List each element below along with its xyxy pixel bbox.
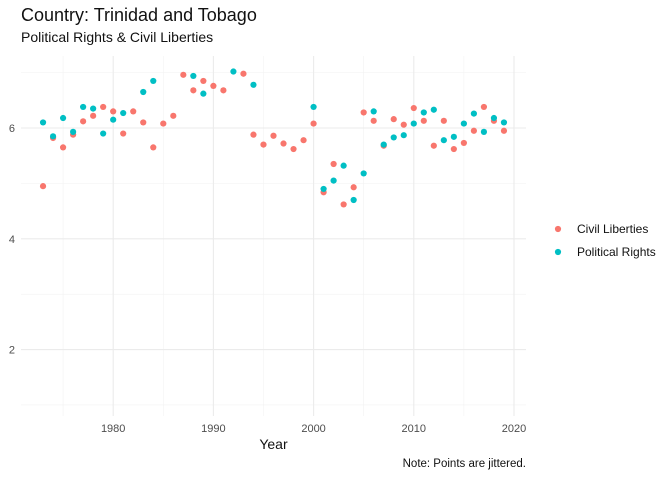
y-tick-label: 2 [9, 345, 15, 357]
point-political-rights [480, 128, 488, 135]
x-tick-label: 2020 [502, 423, 526, 435]
x-tick-label: 2000 [301, 423, 325, 435]
point-political-rights [390, 134, 397, 141]
point-civil-liberties [90, 112, 97, 119]
point-political-rights [70, 128, 77, 135]
point-civil-liberties [310, 120, 317, 127]
point-civil-liberties [470, 127, 477, 134]
point-civil-liberties [290, 145, 297, 153]
point-civil-liberties [160, 120, 167, 127]
point-political-rights [49, 133, 57, 140]
point-political-rights [150, 77, 157, 85]
point-civil-liberties [460, 139, 467, 147]
point-civil-liberties [240, 70, 247, 77]
point-political-rights [340, 162, 347, 169]
point-civil-liberties [220, 87, 227, 94]
legend-key-civil-liberties [554, 225, 562, 233]
point-political-rights [250, 81, 257, 88]
point-civil-liberties [100, 103, 107, 111]
data-points [39, 68, 508, 208]
point-civil-liberties [430, 142, 437, 149]
point-civil-liberties [400, 121, 407, 128]
point-political-rights [370, 108, 377, 115]
x-axis-label: Year [259, 436, 288, 452]
point-civil-liberties [440, 117, 447, 124]
point-political-rights [460, 120, 467, 127]
point-political-rights [200, 90, 207, 97]
point-civil-liberties [210, 82, 217, 90]
point-civil-liberties [120, 130, 127, 137]
point-civil-liberties [450, 145, 457, 153]
point-political-rights [110, 116, 117, 123]
x-tick-label: 2010 [402, 423, 426, 435]
point-civil-liberties [180, 71, 187, 78]
point-civil-liberties [280, 140, 287, 147]
point-political-rights [450, 133, 457, 140]
point-political-rights [440, 137, 447, 144]
legend: Civil Liberties Political Rights [554, 222, 656, 259]
point-civil-liberties [330, 160, 337, 168]
point-civil-liberties [410, 104, 417, 112]
point-political-rights [140, 88, 147, 96]
point-civil-liberties [300, 137, 307, 144]
axis-ticks: 1980 1990 2000 2010 2020 2 4 6 [9, 123, 526, 435]
chart-title: Country: Trinidad and Tobago [21, 5, 257, 25]
point-civil-liberties [130, 108, 137, 115]
point-political-rights [400, 132, 407, 139]
chart-caption: Note: Points are jittered. [402, 458, 526, 470]
y-tick-label: 4 [9, 234, 15, 246]
point-civil-liberties [39, 183, 47, 190]
point-political-rights [230, 68, 237, 75]
legend-label-civil-liberties: Civil Liberties [577, 222, 648, 236]
point-civil-liberties [360, 109, 367, 116]
point-political-rights [39, 119, 47, 126]
legend-label-political-rights: Political Rights [577, 245, 656, 259]
point-civil-liberties [340, 201, 347, 208]
point-civil-liberties [59, 144, 67, 151]
point-political-rights [320, 185, 327, 193]
y-tick-label: 6 [9, 123, 15, 135]
point-civil-liberties [250, 131, 257, 138]
point-political-rights [80, 103, 87, 111]
point-political-rights [430, 106, 437, 113]
point-civil-liberties [260, 141, 267, 148]
point-civil-liberties [500, 127, 508, 134]
point-political-rights [190, 72, 197, 80]
point-civil-liberties [170, 112, 177, 119]
point-civil-liberties [270, 132, 277, 139]
point-political-rights [490, 114, 498, 122]
point-political-rights [420, 109, 427, 116]
point-political-rights [330, 177, 337, 184]
point-civil-liberties [390, 116, 397, 123]
point-civil-liberties [480, 103, 488, 111]
point-civil-liberties [420, 117, 427, 124]
point-political-rights [470, 110, 477, 117]
point-civil-liberties [370, 117, 377, 124]
point-political-rights [410, 120, 417, 127]
point-civil-liberties [200, 77, 207, 85]
point-civil-liberties [110, 108, 117, 115]
point-political-rights [350, 196, 357, 204]
point-political-rights [120, 109, 127, 117]
grid-lines [21, 56, 526, 416]
point-political-rights [90, 105, 97, 112]
x-tick-label: 1980 [101, 423, 125, 435]
point-political-rights [380, 141, 387, 148]
point-civil-liberties [190, 87, 197, 94]
point-political-rights [500, 119, 508, 126]
point-political-rights [59, 114, 67, 122]
point-political-rights [310, 103, 317, 111]
point-civil-liberties [150, 144, 157, 151]
chart-subtitle: Political Rights & Civil Liberties [21, 29, 214, 45]
point-political-rights [360, 170, 367, 177]
point-political-rights [100, 130, 107, 137]
point-civil-liberties [80, 118, 87, 125]
legend-key-political-rights [554, 248, 562, 256]
point-civil-liberties [140, 119, 147, 126]
point-civil-liberties [350, 184, 357, 191]
x-tick-label: 1990 [201, 423, 225, 435]
